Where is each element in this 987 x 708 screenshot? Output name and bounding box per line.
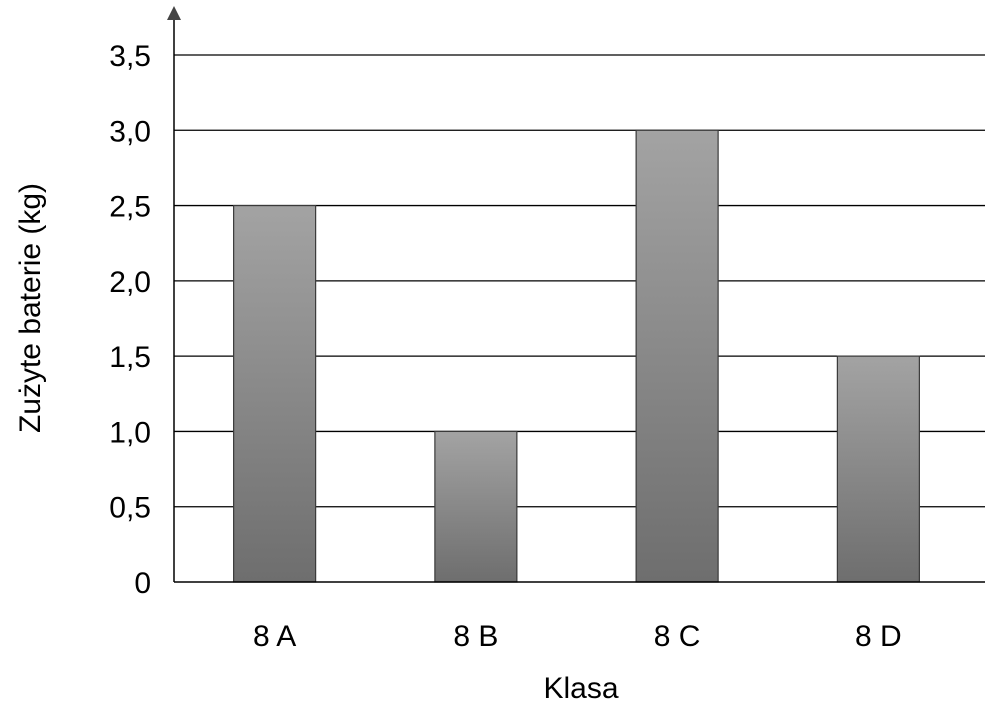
y-tick-label: 0,5 bbox=[109, 492, 151, 525]
y-axis-arrow bbox=[167, 6, 181, 20]
axes bbox=[167, 6, 985, 583]
bar bbox=[635, 129, 719, 583]
y-tick-label: 2,0 bbox=[109, 266, 151, 299]
y-tick-label: 1,5 bbox=[109, 341, 151, 374]
x-axis-title: Klasa bbox=[543, 672, 618, 705]
y-tick-label: 1,0 bbox=[109, 416, 151, 449]
bar bbox=[836, 355, 920, 583]
y-tick-labels: 0 0,5 1,0 1,5 2,0 2,5 3,0 3,5 bbox=[109, 40, 151, 600]
y-tick-label: 2,5 bbox=[109, 191, 151, 224]
x-tick-label: 8 B bbox=[453, 620, 498, 653]
bar bbox=[434, 430, 518, 583]
bars bbox=[233, 129, 920, 583]
x-tick-label: 8 D bbox=[855, 620, 902, 653]
x-tick-labels: 8 A 8 B 8 C 8 D bbox=[253, 620, 902, 653]
x-tick-label: 8 A bbox=[253, 620, 296, 653]
y-tick-label: 3,5 bbox=[109, 40, 151, 73]
x-tick-label: 8 C bbox=[654, 620, 701, 653]
bar bbox=[233, 204, 317, 583]
y-axis-title: Zużyte baterie (kg) bbox=[14, 183, 47, 433]
y-tick-label: 0 bbox=[134, 567, 151, 600]
y-tick-label: 3,0 bbox=[109, 115, 151, 148]
